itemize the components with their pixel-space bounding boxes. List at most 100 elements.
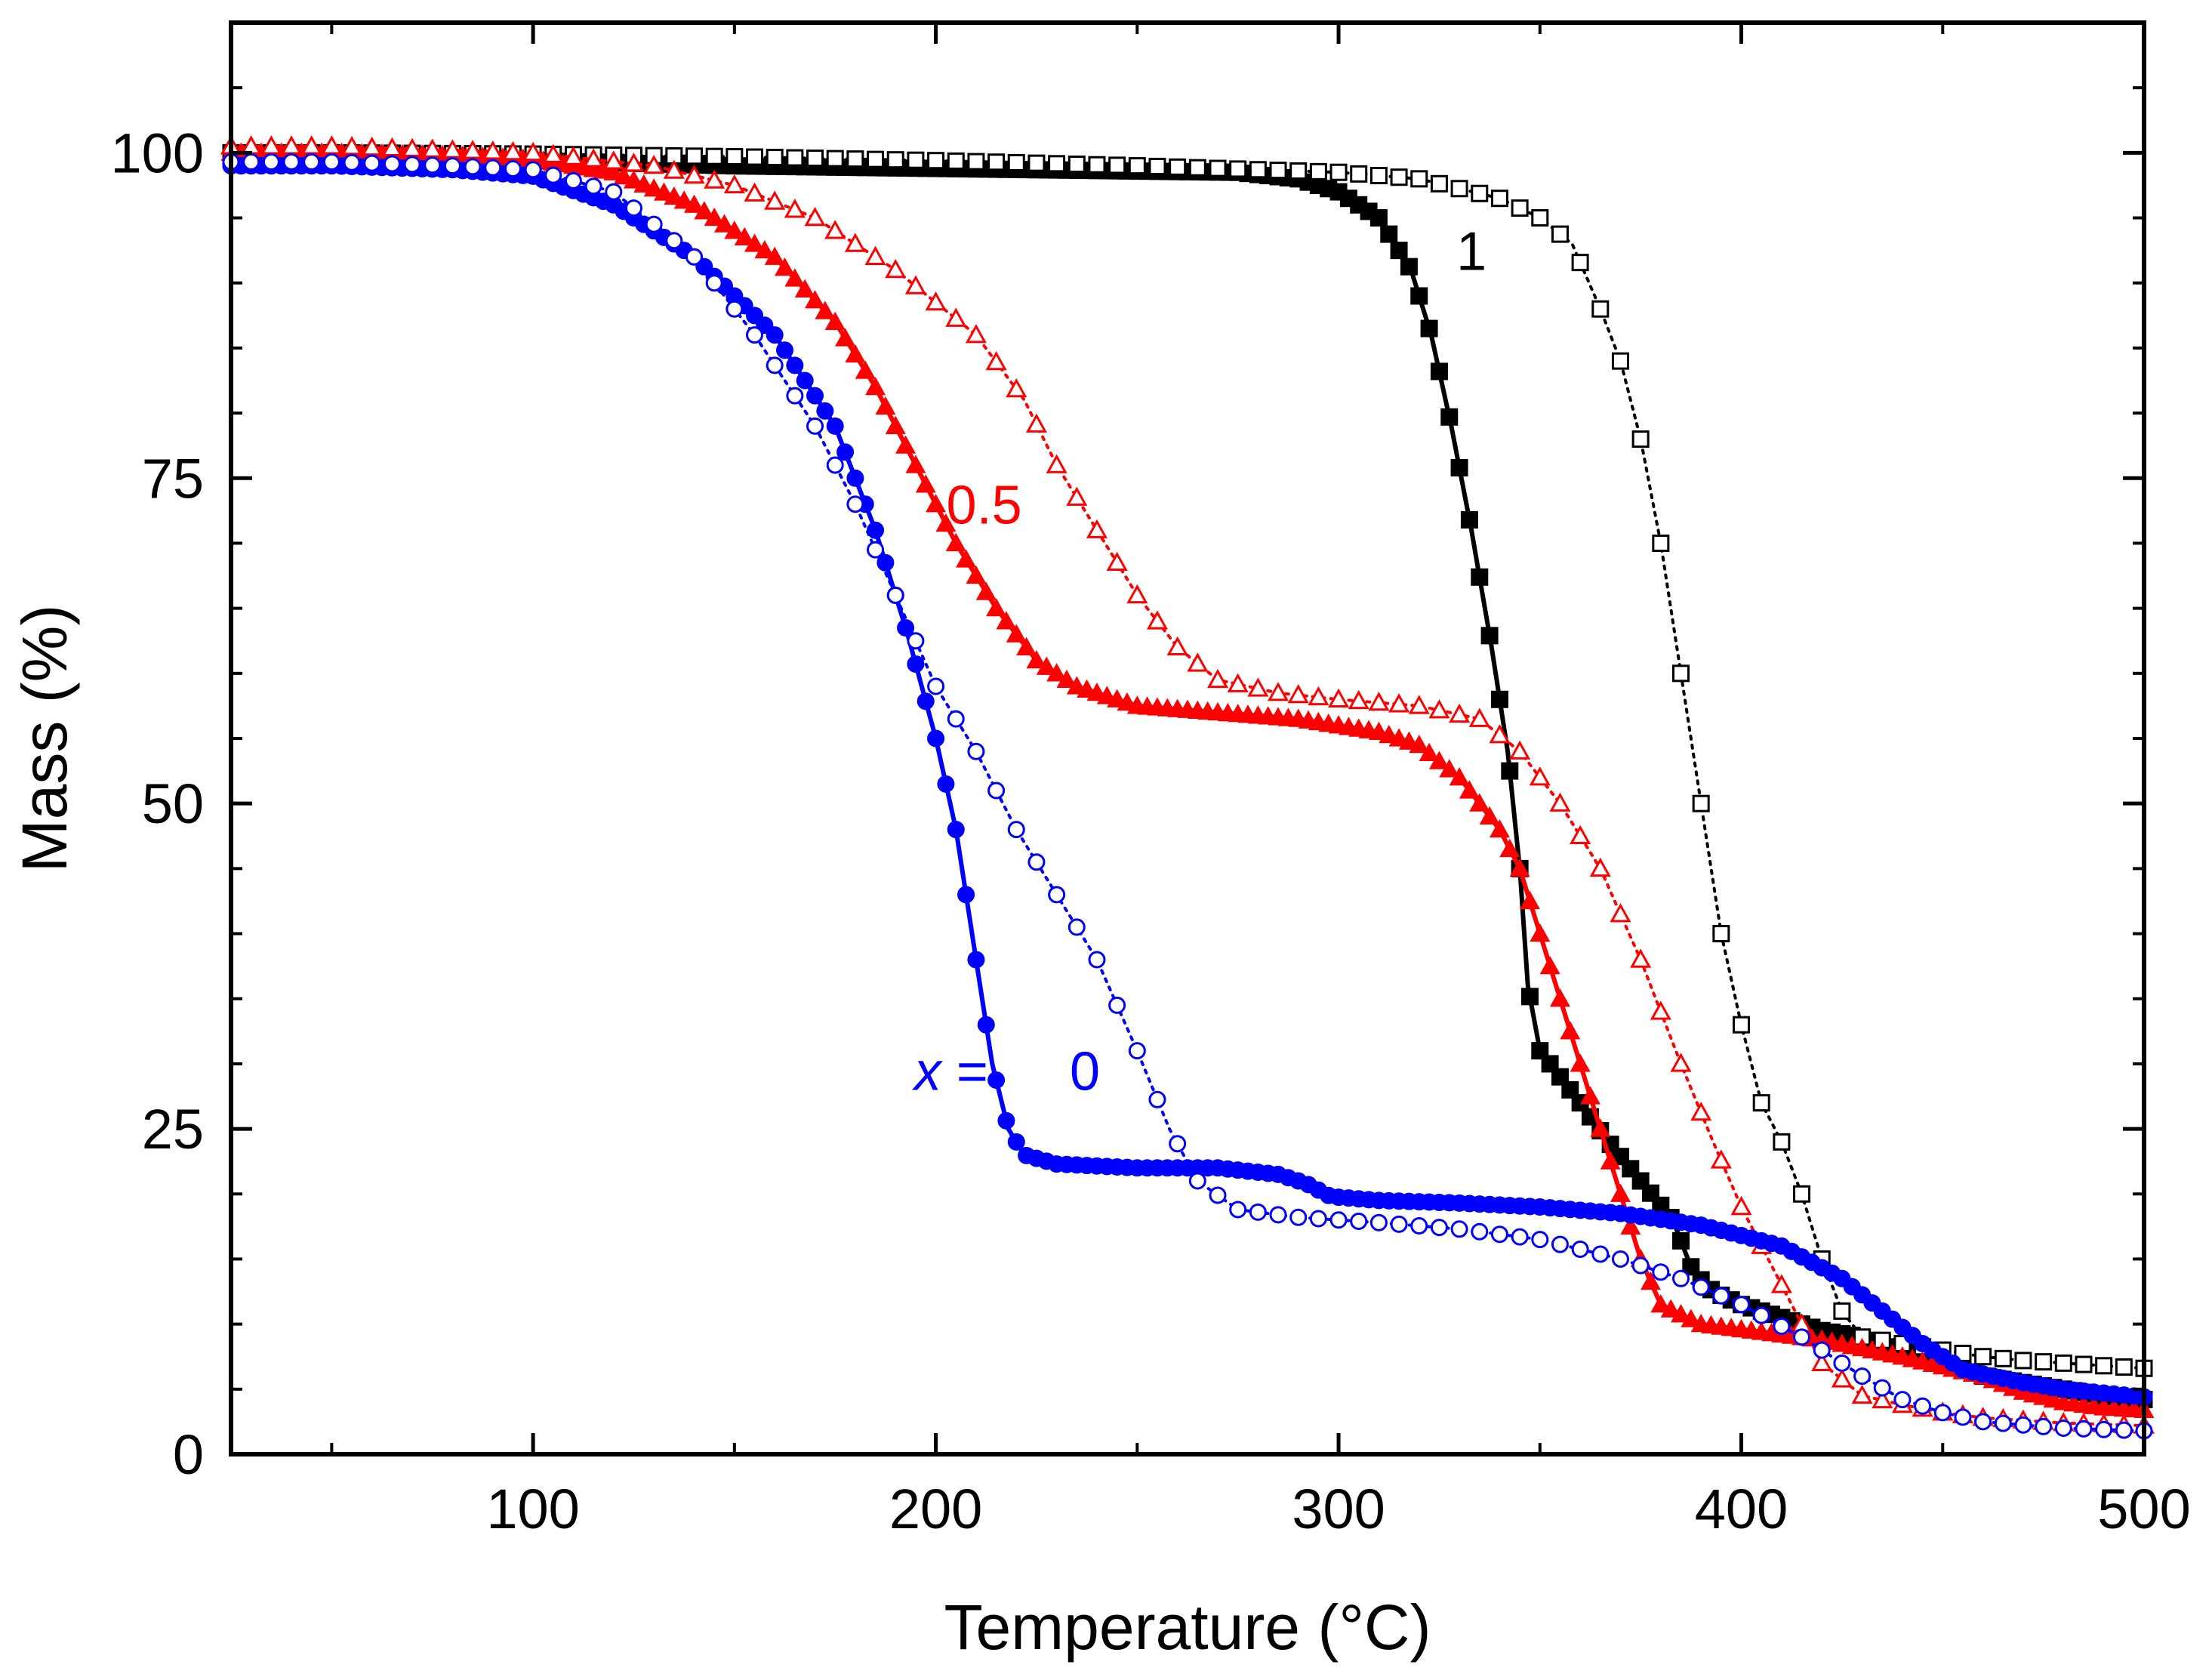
data-point — [867, 521, 885, 539]
data-point — [1269, 1206, 1287, 1224]
data-point — [2014, 1416, 2032, 1434]
series-line — [230, 160, 2146, 1432]
data-point — [1539, 955, 1560, 975]
data-point — [1269, 162, 1287, 180]
data-point — [1146, 610, 1169, 630]
data-point — [723, 174, 745, 194]
data-point — [1430, 362, 1448, 381]
data-point — [665, 232, 683, 250]
data-point — [282, 153, 300, 171]
data-point — [1660, 1299, 1681, 1318]
data-point — [1611, 352, 1629, 370]
data-point — [1530, 923, 1551, 942]
data-point — [1690, 1101, 1712, 1121]
series-5 — [222, 157, 2153, 1406]
data-point — [947, 152, 965, 170]
data-point — [1067, 156, 1086, 174]
data-point — [1833, 1354, 1851, 1372]
data-point — [726, 300, 744, 318]
data-point — [845, 344, 866, 363]
data-point — [1480, 627, 1499, 645]
data-point — [1450, 458, 1468, 476]
data-point — [322, 153, 340, 171]
data-point — [867, 150, 885, 168]
series-4 — [220, 135, 2155, 1434]
data-point — [2075, 1355, 2093, 1373]
y-tick-label: 0 — [173, 1423, 204, 1486]
data-point — [1974, 1413, 1992, 1431]
plot-frame — [229, 20, 2146, 1457]
data-point — [1419, 742, 1440, 762]
data-point — [1490, 190, 1508, 208]
data-point — [605, 183, 623, 201]
data-point — [1831, 1368, 1853, 1388]
data-point — [303, 153, 321, 171]
data-point — [1531, 1042, 1549, 1060]
data-point — [1249, 1203, 1267, 1221]
data-point — [867, 541, 885, 559]
data-point — [1289, 162, 1308, 180]
data-point — [1630, 948, 1652, 968]
data-point — [1007, 153, 1025, 171]
data-point — [1328, 688, 1350, 707]
data-point — [1570, 1053, 1591, 1072]
data-point — [744, 182, 766, 202]
x-tick-label: 500 — [2097, 1478, 2190, 1540]
data-point — [784, 199, 806, 218]
data-point — [927, 729, 945, 748]
data-point — [1511, 199, 1529, 217]
series-line — [230, 151, 2146, 1370]
data-point — [1209, 159, 1227, 177]
data-point — [1560, 1021, 1581, 1040]
data-point — [945, 307, 967, 327]
data-point — [1440, 408, 1459, 426]
data-point — [1439, 759, 1460, 778]
series-line — [230, 144, 2146, 1428]
data-point — [1570, 825, 1591, 844]
data-point — [1571, 254, 1589, 272]
data-point — [1016, 637, 1037, 655]
data-point — [1692, 794, 1710, 812]
data-point — [1489, 724, 1511, 744]
data-point — [905, 455, 926, 473]
data-point — [1088, 951, 1106, 969]
data-point — [904, 275, 926, 294]
equals-sign: = — [941, 1041, 988, 1102]
data-point — [1561, 1080, 1579, 1099]
data-point — [1549, 988, 1570, 1007]
label-layer: 1 0.5 0 x = — [912, 221, 1486, 1102]
data-point — [1249, 161, 1267, 179]
data-point — [766, 149, 784, 167]
data-point — [1267, 682, 1289, 701]
data-point — [1350, 1212, 1368, 1230]
data-point — [967, 153, 985, 171]
data-point — [685, 248, 703, 266]
data-point — [602, 150, 624, 170]
data-point — [886, 586, 904, 604]
data-point — [1520, 988, 1539, 1006]
series-2 — [222, 143, 2153, 1377]
data-point — [1650, 1294, 1671, 1313]
curve-label: 0.5 — [947, 476, 1022, 536]
data-point — [1410, 170, 1428, 188]
data-point — [996, 611, 1017, 630]
data-point — [796, 371, 814, 390]
data-point — [683, 164, 705, 184]
data-point — [1227, 673, 1249, 692]
data-point — [746, 148, 764, 166]
x-variable: x — [912, 1041, 944, 1102]
data-point — [1733, 1296, 1751, 1314]
data-point — [1954, 1408, 1972, 1426]
data-point — [1027, 853, 1046, 871]
data-point — [1813, 1341, 1831, 1359]
data-point — [1672, 1231, 1690, 1250]
data-point — [1187, 652, 1209, 672]
data-point — [846, 150, 864, 168]
data-point — [885, 258, 907, 279]
data-point — [1893, 1391, 1912, 1409]
data-point — [1994, 1414, 2012, 1432]
data-point — [583, 148, 605, 168]
data-point — [705, 147, 723, 165]
data-point — [624, 199, 642, 217]
data-point — [907, 151, 925, 169]
